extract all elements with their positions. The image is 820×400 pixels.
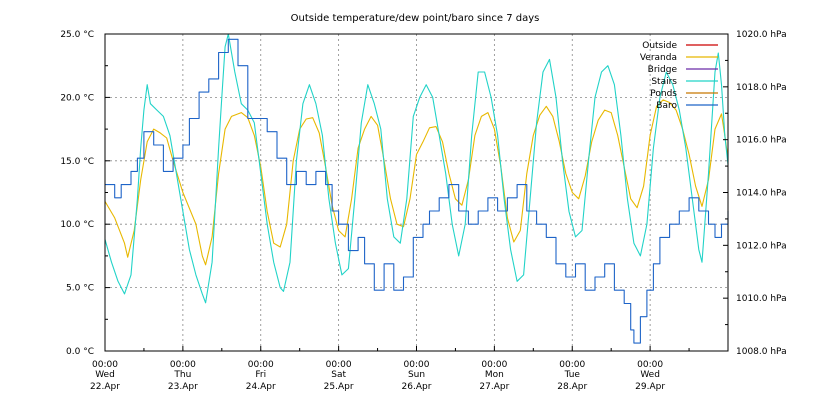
x-tick-date: 26.Apr (402, 382, 432, 392)
x-tick-time: 00:00 (92, 360, 118, 370)
grid (105, 34, 728, 351)
left-axis: 0.0 °C 5.0 °C 10.0 °C 15.0 °C 20.0 °C 25.0 °C (60, 30, 110, 357)
legend-label-veranda: Veranda (640, 53, 677, 63)
x-tick-time: 00:00 (559, 360, 585, 370)
y-right-tick-label: 1012.0 hPa (736, 241, 787, 251)
series-line-veranda (104, 99, 729, 266)
x-tick-date: 25.Apr (324, 382, 354, 392)
x-tick-date: 23.Apr (168, 382, 198, 392)
y-left-tick-label: 5.0 °C (66, 284, 94, 294)
x-tick-date: 22.Apr (90, 382, 120, 392)
series-line-stairs (104, 33, 729, 304)
legend-label-outside: Outside (642, 41, 677, 51)
y-right-tick-label: 1020.0 hPa (736, 30, 787, 40)
x-tick-day: Sat (331, 370, 346, 380)
x-tick-date: 27.Apr (479, 382, 509, 392)
x-tick-time: 00:00 (170, 360, 196, 370)
x-tick-date: 28.Apr (557, 382, 587, 392)
x-tick-time: 00:00 (637, 360, 663, 370)
x-tick-day: Sun (408, 370, 425, 380)
x-tick-day: Thu (173, 370, 191, 380)
y-right-tick-label: 1008.0 hPa (736, 347, 787, 357)
legend-label-ponds: Ponds (650, 89, 677, 99)
chart-title: Outside temperature/dew point/baro since… (291, 13, 540, 24)
x-tick-date: 29.Apr (635, 382, 665, 392)
x-tick-time: 00:00 (404, 360, 430, 370)
series-line-baro (105, 38, 729, 344)
x-axis: 00:00Wed22.Apr00:00Thu23.Apr00:00Fri24.A… (90, 346, 690, 392)
right-axis: 1008.0 hPa 1010.0 hPa 1012.0 hPa 1014.0 hPa… (723, 30, 787, 357)
y-left-tick-label: 10.0 °C (60, 220, 94, 230)
y-right-tick-label: 1010.0 hPa (736, 294, 787, 304)
x-tick-day: Tue (564, 370, 581, 380)
series-layer (104, 33, 729, 344)
x-tick-time: 00:00 (326, 360, 352, 370)
y-right-tick-label: 1018.0 hPa (736, 83, 787, 93)
legend-label-stairs: Stairs (651, 77, 677, 87)
x-tick-time: 00:00 (481, 360, 507, 370)
legend: Outside Veranda Bridge Stairs Ponds Baro (640, 41, 718, 111)
x-tick-day: Wed (640, 370, 660, 380)
y-left-tick-label: 15.0 °C (60, 157, 94, 167)
y-left-tick-label: 25.0 °C (60, 30, 94, 40)
x-tick-day: Mon (485, 370, 504, 380)
y-right-tick-label: 1016.0 hPa (736, 136, 787, 146)
y-left-tick-label: 20.0 °C (60, 93, 94, 103)
x-tick-day: Fri (255, 370, 266, 380)
y-right-tick-label: 1014.0 hPa (736, 189, 787, 199)
x-tick-date: 24.Apr (246, 382, 276, 392)
legend-label-baro: Baro (656, 101, 677, 111)
x-tick-time: 00:00 (248, 360, 274, 370)
y-left-tick-label: 0.0 °C (66, 347, 94, 357)
legend-label-bridge: Bridge (648, 65, 678, 75)
plot-frame (104, 33, 729, 352)
x-tick-day: Wed (95, 370, 115, 380)
